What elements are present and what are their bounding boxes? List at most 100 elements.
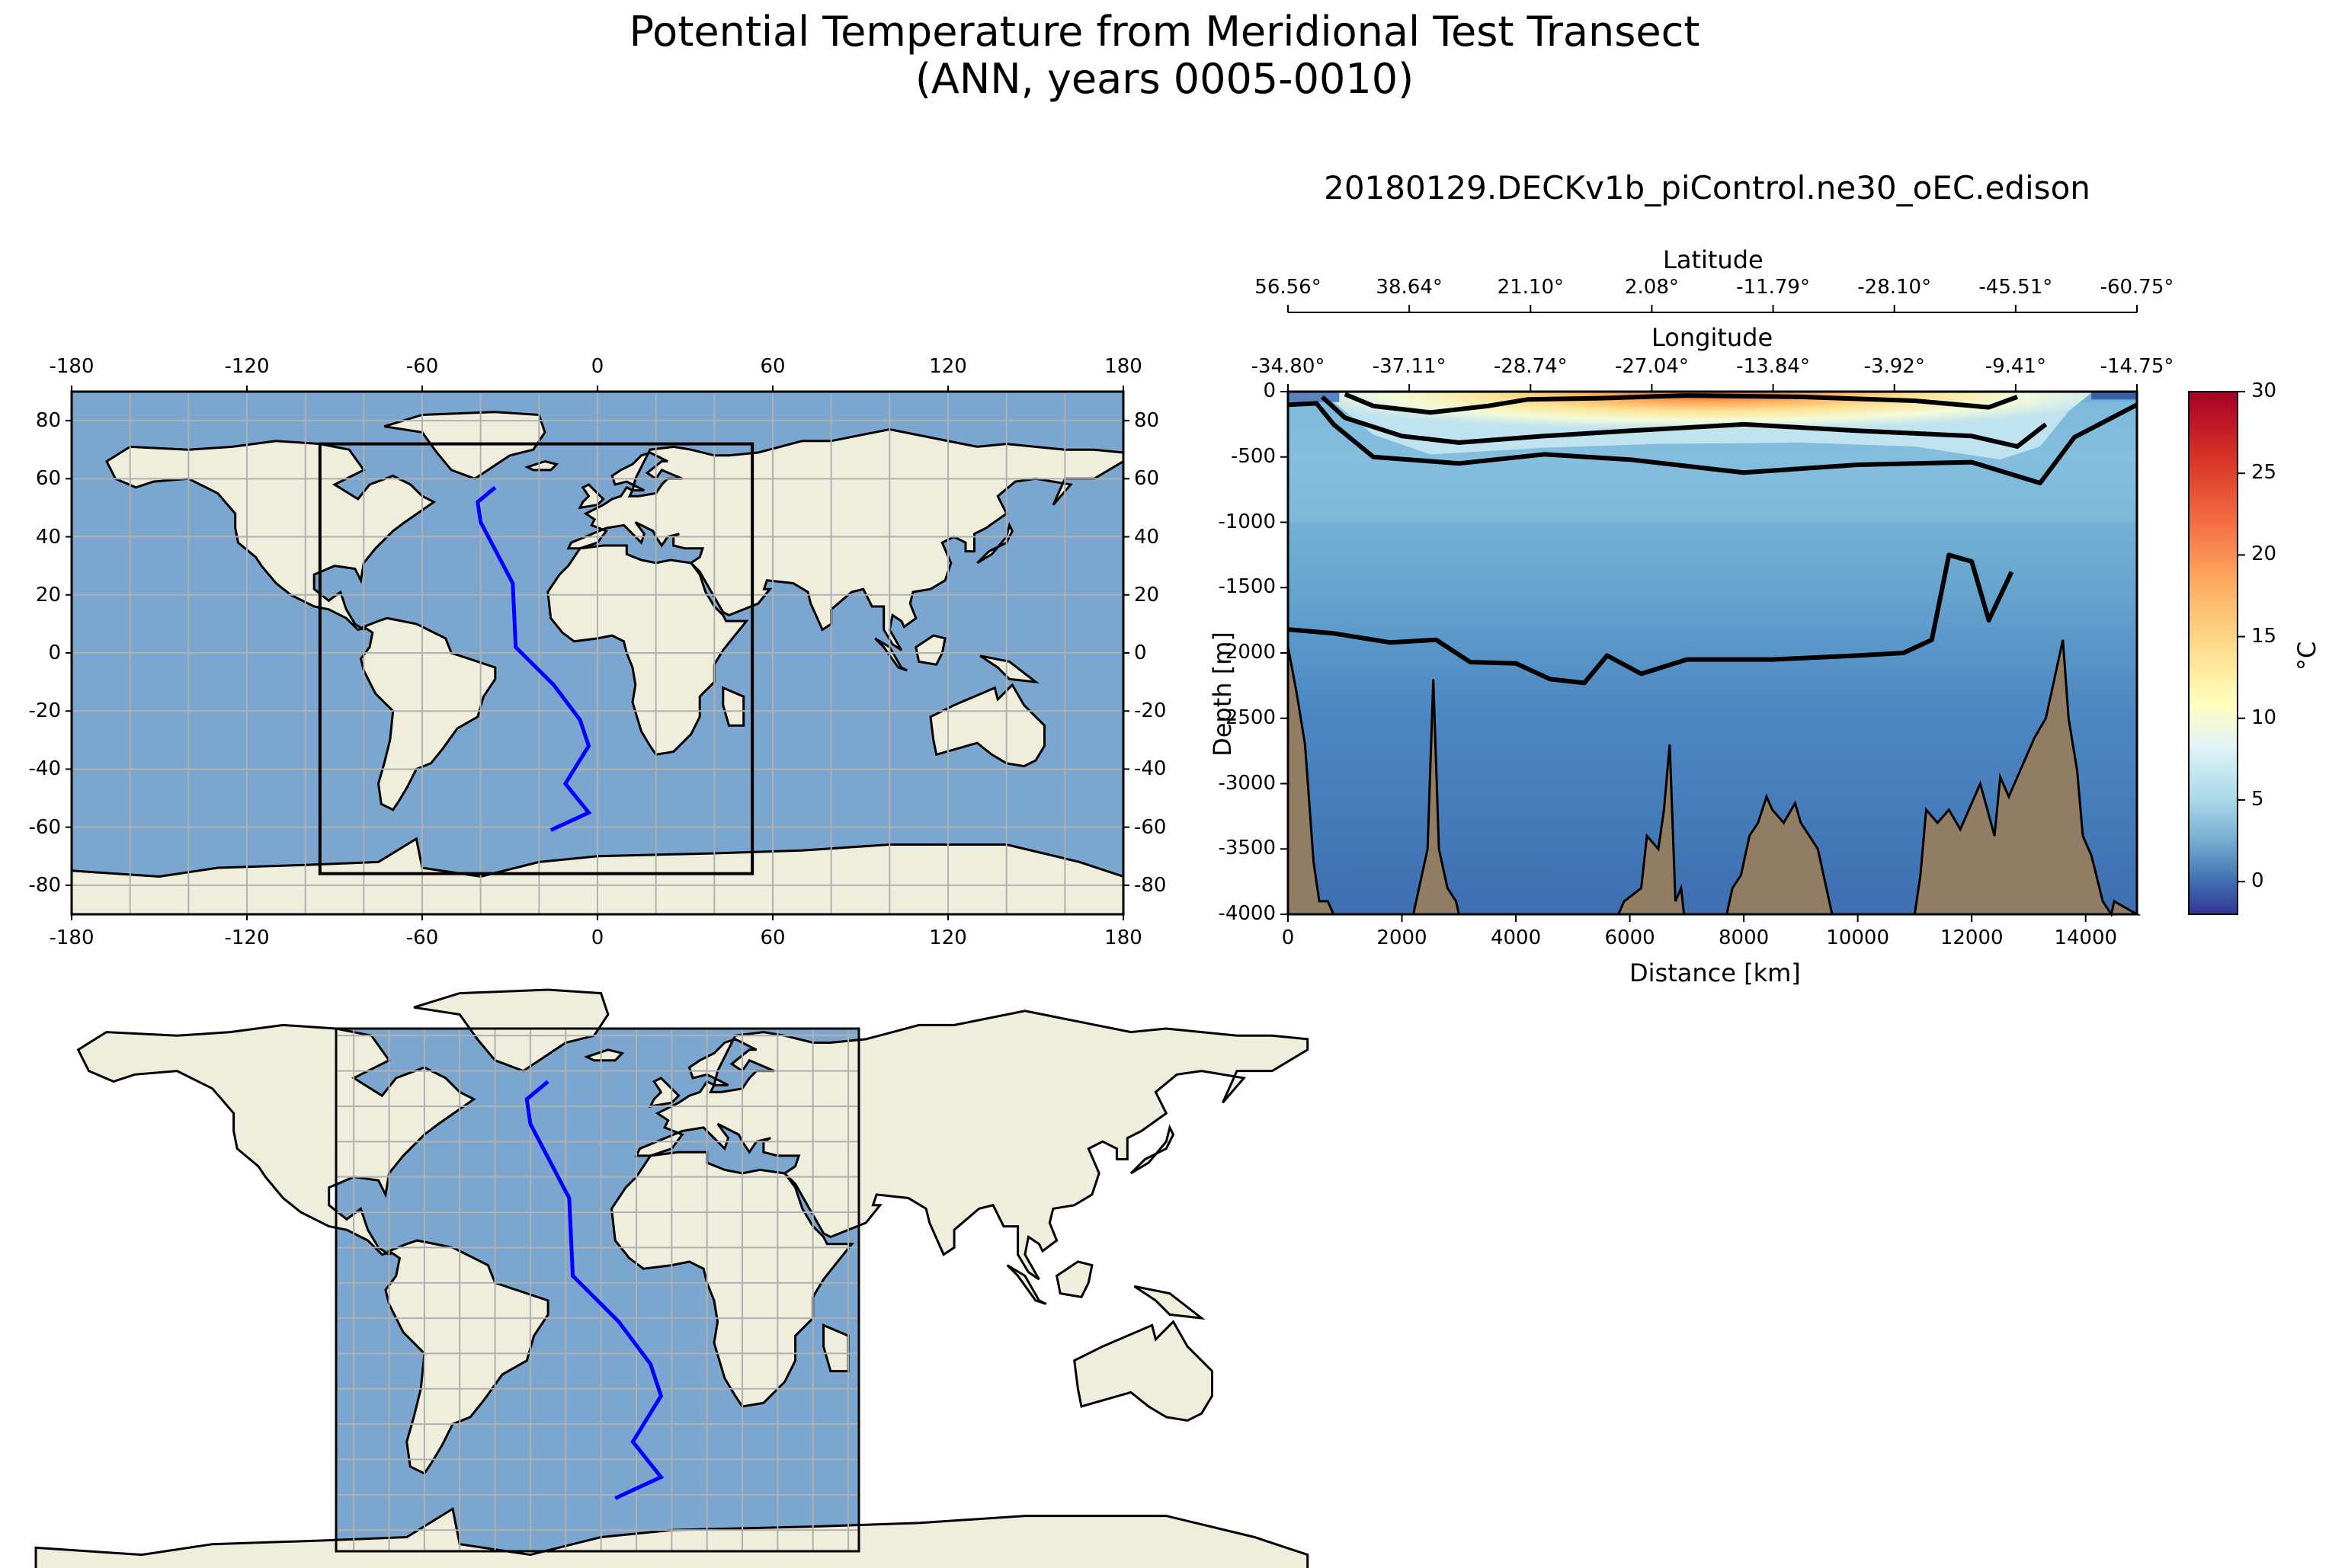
- isotherm-contour: [1287, 552, 2014, 686]
- global-map-right-tick: 0: [1134, 642, 1147, 664]
- isotherm-contour: [1344, 392, 2019, 415]
- section-ytick: -1500: [1218, 575, 1276, 599]
- global-map-top-tick: 120: [929, 355, 967, 378]
- colorbar-gradient: [2188, 391, 2238, 915]
- global-map-bottom-tick: 60: [760, 926, 786, 949]
- section-xtick: 8000: [1719, 926, 1770, 949]
- global-map-right-tick: -20: [1134, 699, 1167, 723]
- land-mass: [76, 1023, 476, 1256]
- cold-surface-south: [2091, 392, 2137, 400]
- section-xtick: 10000: [1826, 926, 1889, 949]
- colorbar-tick: 15: [2251, 624, 2277, 648]
- section-ytick: -2000: [1218, 641, 1276, 664]
- longitude-tick: -9.41°: [1985, 355, 2046, 378]
- zoom-map: [34, 988, 1309, 1568]
- land-mass: [584, 1048, 625, 1062]
- section-xlabel: Distance [km]: [1629, 958, 1801, 987]
- latitude-tick: -45.51°: [1978, 276, 2053, 299]
- section-xtick: 12000: [1940, 926, 2004, 949]
- longitude-tick: -13.84°: [1736, 355, 1810, 378]
- latitude-tick: 38.64°: [1376, 276, 1443, 299]
- land-mass: [1073, 1320, 1213, 1422]
- longitude-tick: -28.74°: [1493, 355, 1568, 378]
- global-map-bottom-tick: 0: [591, 926, 604, 949]
- global-map-left-tick: 80: [35, 409, 61, 433]
- land-mass: [105, 440, 437, 632]
- global-map-bottom-tick: 120: [929, 926, 967, 949]
- land-mass: [524, 459, 559, 472]
- section-ytick: 0: [1263, 379, 1276, 402]
- section-xtick: 2000: [1376, 926, 1427, 949]
- global-map: [66, 386, 1129, 920]
- global-map-top-tick: 0: [591, 355, 604, 378]
- land-mass: [1055, 1260, 1094, 1298]
- global-map-left-tick: -40: [28, 757, 61, 781]
- longitude-tick: -34.80°: [1251, 355, 1325, 378]
- global-map-right-tick: 80: [1134, 409, 1160, 433]
- land-mass: [822, 1323, 850, 1373]
- global-map-right-tick: 60: [1134, 467, 1160, 491]
- global-map-bottom-tick: -60: [405, 926, 439, 949]
- section-subtitle: 20180129.DECKv1b_piControl.ne30_oEC.edis…: [1324, 169, 2090, 206]
- cold-surface-north: [1288, 392, 1340, 402]
- latitude-tick: 2.08°: [1624, 276, 1679, 299]
- transect-line: [476, 485, 592, 832]
- colorbar-tick: 10: [2251, 706, 2277, 729]
- map-frame: [335, 1027, 860, 1553]
- colorbar-tick: 5: [2251, 787, 2264, 811]
- global-map-bottom-tick: -120: [224, 926, 270, 949]
- longitude-tick: -3.92°: [1863, 355, 1925, 378]
- section-ylabel: Depth [m]: [1207, 632, 1237, 757]
- section-ytick: -3000: [1218, 771, 1276, 795]
- global-map-left-tick: -20: [28, 699, 61, 723]
- land-mass: [722, 686, 745, 727]
- section-ytick: -3500: [1218, 837, 1276, 860]
- land-mass: [1006, 1264, 1047, 1305]
- global-map-top-tick: -120: [224, 355, 270, 378]
- figure-title-line2: (ANN, years 0005-0010): [915, 55, 1414, 103]
- global-map-right-tick: 20: [1134, 583, 1160, 606]
- colorbar: [2188, 391, 2245, 915]
- isotherm-contour: [1320, 395, 2048, 449]
- latitude-tick: 56.56°: [1254, 276, 1321, 299]
- global-map-top-tick: -60: [405, 355, 439, 378]
- transect-line: [524, 1080, 665, 1500]
- colorbar-tick: 20: [2251, 542, 2277, 566]
- land-mass: [1129, 1124, 1175, 1175]
- global-map-bottom-tick: -180: [49, 926, 95, 949]
- colorbar-tick: 25: [2251, 461, 2277, 485]
- global-map-top-tick: 180: [1104, 355, 1142, 378]
- section-ytick: -4000: [1218, 902, 1276, 925]
- latitude-tick: 21.10°: [1497, 276, 1564, 299]
- latitude-tick: -11.79°: [1736, 276, 1810, 299]
- zoom-region-box: [318, 442, 754, 875]
- global-map-bottom-tick: 180: [1104, 926, 1142, 949]
- figure-title-line1: Potential Temperature from Meridional Te…: [629, 8, 1700, 56]
- section-ytick: -2500: [1218, 706, 1276, 729]
- latitude-tick: -28.10°: [1857, 276, 1932, 299]
- global-map-right-tick: 40: [1134, 525, 1160, 549]
- latitude-axis-label: Latitude: [1663, 245, 1764, 274]
- longitude-tick: -14.75°: [2100, 355, 2174, 378]
- global-map-left-tick: 60: [35, 467, 61, 491]
- global-map-top-tick: -180: [49, 355, 95, 378]
- land-mass: [979, 654, 1040, 684]
- land-mass: [1133, 1285, 1206, 1320]
- global-map-left-tick: -80: [28, 873, 61, 897]
- colorbar-tick: 30: [2251, 379, 2277, 402]
- section-ytick: -1000: [1218, 510, 1276, 533]
- longitude-axis-label: Longitude: [1651, 323, 1773, 352]
- isotherm-contour: [1287, 401, 2138, 485]
- global-map-top-tick: 60: [760, 355, 786, 378]
- global-map-right-tick: -60: [1134, 815, 1167, 839]
- longitude-tick: -27.04°: [1615, 355, 1689, 378]
- global-map-left-tick: 40: [35, 525, 61, 549]
- transect-section-plot: [1280, 305, 2142, 922]
- seafloor-bathymetry: [1286, 639, 2142, 917]
- global-map-right-tick: -40: [1134, 757, 1167, 781]
- latitude-tick: -60.75°: [2100, 276, 2174, 299]
- global-map-left-tick: 20: [35, 583, 61, 606]
- colorbar-tick: 0: [2251, 869, 2264, 893]
- global-map-right-tick: -80: [1134, 873, 1167, 897]
- colorbar-label: °C: [2292, 641, 2322, 671]
